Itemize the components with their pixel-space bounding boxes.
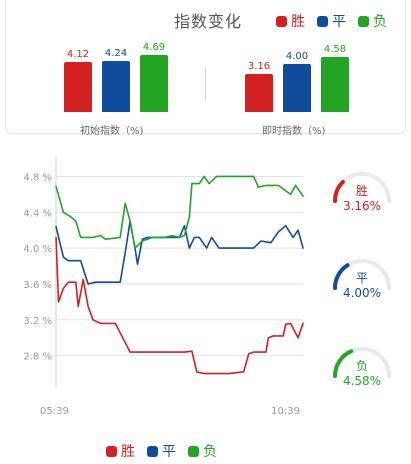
instant-bar-label-draw: 4.00 bbox=[285, 51, 309, 62]
gauge-draw: 平4.00% bbox=[333, 259, 391, 300]
gauge-lose: 负4.58% bbox=[333, 347, 391, 388]
gauge-win: 胜3.16% bbox=[333, 172, 391, 213]
bottom-legend-label-draw: 平 bbox=[162, 444, 176, 460]
bottom-legend-item-lose: 负 bbox=[188, 441, 217, 461]
initial-index-caption: 初始指数（%) bbox=[80, 126, 144, 137]
y-tick-label: 4.8 % bbox=[23, 172, 52, 183]
legend-swatch-lose bbox=[358, 15, 369, 27]
y-tick-label: 2.8 % bbox=[23, 352, 52, 363]
initial-bar-lose bbox=[140, 55, 168, 112]
initial-bar-win bbox=[64, 62, 92, 112]
initial-bar-draw bbox=[102, 61, 130, 112]
gauge-value-win: 3.16% bbox=[343, 199, 381, 213]
initial-bar-label-draw: 4.24 bbox=[104, 48, 128, 59]
instant-index-bars: 3.16 4.00 4.58 bbox=[245, 40, 355, 112]
y-tick-label: 3.6 % bbox=[23, 280, 52, 291]
legend-label-win: 胜 bbox=[291, 14, 305, 30]
bottom-legend-swatch-win bbox=[106, 445, 117, 457]
gauge-fill-lose bbox=[333, 349, 354, 378]
y-tick-label: 3.2 % bbox=[23, 316, 52, 327]
top-legend: 胜 平 负 bbox=[276, 11, 387, 31]
legend-item-draw: 平 bbox=[317, 11, 346, 31]
bottom-legend-item-draw: 平 bbox=[147, 441, 176, 461]
bottom-legend-swatch-draw bbox=[147, 445, 158, 457]
bar-group-divider bbox=[205, 68, 206, 100]
instant-bar-lose bbox=[321, 57, 349, 112]
gauge-fill-draw bbox=[333, 263, 350, 290]
x-tick-label: 05:39 bbox=[40, 406, 69, 417]
gauge-value-lose: 4.58% bbox=[343, 374, 381, 388]
index-trend-chart: 2.8 % 3.2 % 3.6 % 4.0 % 4.4 % 4.8 % 05:39 10:39 bbox=[23, 157, 304, 417]
instant-bar-win bbox=[245, 74, 273, 112]
instant-bar-label-win: 3.16 bbox=[247, 61, 271, 72]
initial-index-bars: 4.12 4.24 4.69 bbox=[64, 40, 174, 112]
y-tick-label: 4.4 % bbox=[23, 208, 52, 219]
series-line-draw bbox=[55, 220, 304, 285]
series-line-lose bbox=[55, 175, 304, 249]
legend-swatch-win bbox=[276, 15, 287, 27]
bottom-legend-swatch-lose bbox=[188, 445, 199, 457]
gauge-fill-win bbox=[333, 179, 345, 203]
bottom-legend-label-lose: 负 bbox=[203, 444, 217, 460]
page-title: 指数变化 bbox=[174, 12, 243, 31]
initial-bar-label-win: 4.12 bbox=[66, 49, 90, 60]
instant-bar-label-lose: 4.58 bbox=[323, 44, 347, 55]
x-tick-label: 10:39 bbox=[271, 406, 300, 417]
bottom-legend: 胜 平 负 bbox=[106, 441, 217, 461]
legend-label-draw: 平 bbox=[332, 14, 346, 30]
legend-label-lose: 负 bbox=[373, 14, 387, 30]
legend-swatch-draw bbox=[317, 15, 328, 27]
legend-item-win: 胜 bbox=[276, 11, 305, 31]
y-tick-label: 4.0 % bbox=[23, 244, 52, 255]
initial-bar-label-lose: 4.69 bbox=[142, 42, 166, 53]
legend-item-lose: 负 bbox=[358, 11, 387, 31]
gauge-label-win: 胜 bbox=[356, 183, 368, 198]
series-line-win bbox=[55, 236, 304, 375]
instant-index-caption: 即时指数（%) bbox=[262, 126, 326, 137]
gauge-label-draw: 平 bbox=[356, 271, 368, 285]
bottom-legend-item-win: 胜 bbox=[106, 441, 135, 461]
gauge-label-lose: 负 bbox=[356, 359, 368, 373]
bottom-legend-label-win: 胜 bbox=[121, 444, 135, 460]
gauge-value-draw: 4.00% bbox=[343, 286, 381, 300]
instant-bar-draw bbox=[283, 64, 311, 112]
